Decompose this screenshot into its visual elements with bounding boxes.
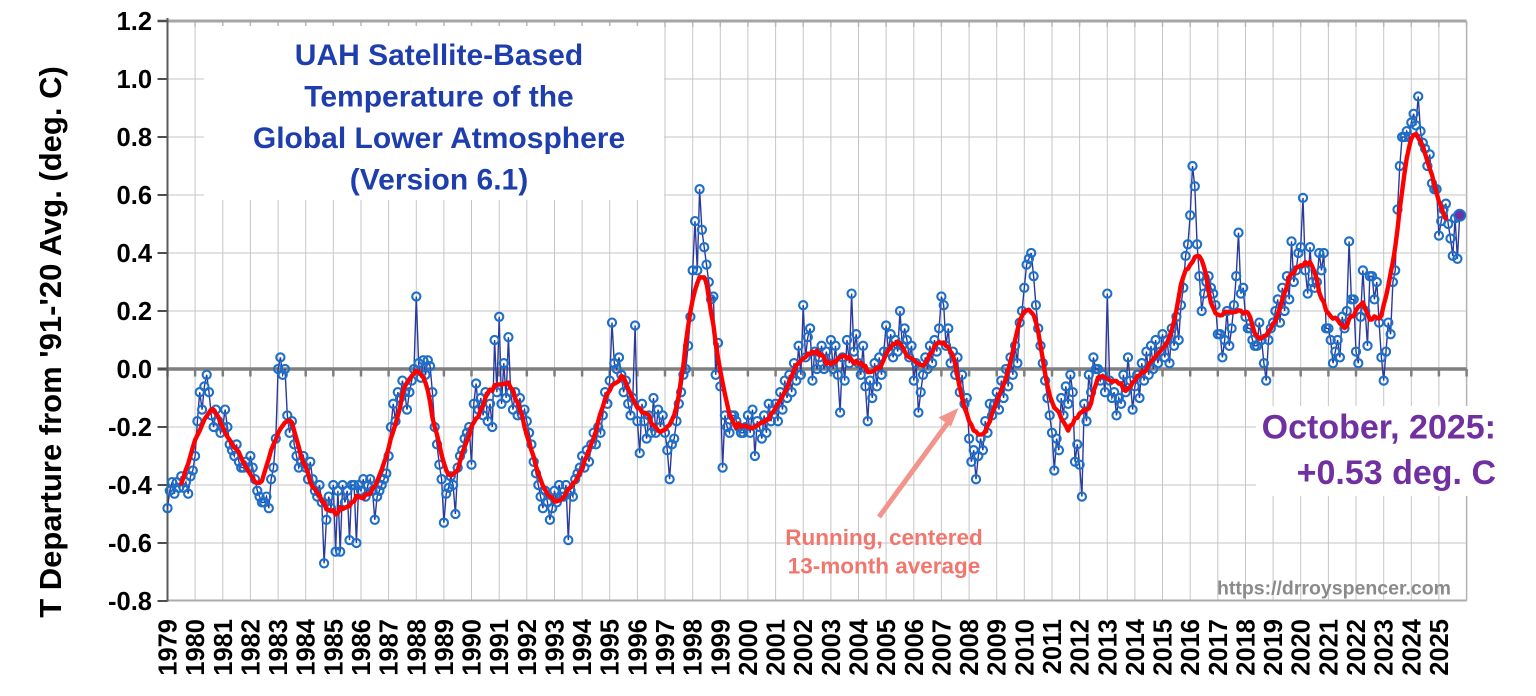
svg-text:2009: 2009 [984, 619, 1012, 676]
svg-text:0.6: 0.6 [117, 182, 152, 210]
svg-text:2000: 2000 [735, 619, 763, 676]
svg-text:Global Lower Atmosphere: Global Lower Atmosphere [253, 122, 625, 155]
svg-text:+0.53 deg. C: +0.53 deg. C [1297, 454, 1496, 492]
svg-text:Temperature of the: Temperature of the [304, 81, 574, 114]
svg-text:2014: 2014 [1122, 618, 1150, 676]
svg-text:0.0: 0.0 [117, 356, 152, 384]
svg-text:https://drroyspencer.com: https://drroyspencer.com [1217, 578, 1451, 600]
svg-text:1.2: 1.2 [117, 8, 152, 36]
svg-text:October, 2025:: October, 2025: [1262, 409, 1496, 447]
svg-text:1989: 1989 [431, 619, 459, 676]
svg-text:2003: 2003 [818, 619, 846, 676]
svg-text:-0.4: -0.4 [108, 472, 153, 500]
svg-text:1992: 1992 [514, 619, 542, 676]
svg-text:2007: 2007 [928, 619, 956, 676]
svg-text:1983: 1983 [265, 619, 293, 676]
svg-text:1997: 1997 [652, 619, 680, 676]
svg-text:2017: 2017 [1205, 619, 1233, 676]
svg-text:2008: 2008 [956, 619, 984, 676]
svg-text:1990: 1990 [459, 619, 487, 676]
svg-text:2006: 2006 [901, 619, 929, 676]
svg-text:2018: 2018 [1233, 619, 1261, 676]
svg-text:1998: 1998 [680, 619, 708, 676]
svg-text:1993: 1993 [542, 619, 570, 676]
svg-text:13-month average: 13-month average [788, 554, 981, 579]
svg-text:2010: 2010 [1011, 619, 1039, 676]
svg-text:1994: 1994 [569, 618, 597, 676]
svg-text:T Departure from '91-'20 Avg.: T Departure from '91-'20 Avg. (deg. C) [33, 66, 68, 618]
svg-text:1988: 1988 [403, 619, 431, 676]
svg-text:2001: 2001 [763, 619, 791, 676]
svg-text:2011: 2011 [1039, 619, 1067, 674]
svg-text:0.8: 0.8 [117, 124, 152, 152]
svg-text:1.0: 1.0 [117, 66, 152, 94]
svg-text:2013: 2013 [1094, 619, 1122, 676]
svg-text:1986: 1986 [348, 619, 376, 676]
svg-text:2022: 2022 [1343, 619, 1371, 676]
svg-text:2005: 2005 [873, 619, 901, 676]
svg-text:2004: 2004 [846, 618, 874, 676]
svg-text:1981: 1981 [210, 619, 238, 676]
svg-text:-0.6: -0.6 [108, 530, 152, 558]
svg-text:1980: 1980 [182, 619, 210, 676]
svg-text:1987: 1987 [376, 619, 404, 676]
svg-text:2012: 2012 [1067, 619, 1095, 676]
svg-text:2021: 2021 [1315, 619, 1343, 676]
svg-text:2015: 2015 [1150, 619, 1178, 676]
svg-text:-0.2: -0.2 [108, 414, 152, 442]
svg-text:1979: 1979 [155, 619, 183, 676]
svg-text:(Version 6.1): (Version 6.1) [350, 164, 528, 197]
svg-text:1982: 1982 [237, 619, 265, 676]
svg-text:1985: 1985 [320, 619, 348, 676]
svg-text:1984: 1984 [293, 618, 321, 676]
svg-text:2025: 2025 [1426, 619, 1454, 676]
svg-text:2019: 2019 [1260, 619, 1288, 676]
svg-text:0.4: 0.4 [117, 240, 153, 268]
svg-text:2016: 2016 [1177, 619, 1205, 676]
svg-text:Running, centered: Running, centered [785, 525, 983, 550]
svg-text:2023: 2023 [1371, 619, 1399, 676]
svg-text:UAH Satellite-Based: UAH Satellite-Based [295, 39, 583, 72]
svg-text:1996: 1996 [624, 619, 652, 676]
svg-text:2002: 2002 [790, 619, 818, 676]
svg-text:1991: 1991 [486, 619, 514, 676]
svg-text:2020: 2020 [1288, 619, 1316, 676]
svg-text:2024: 2024 [1398, 618, 1426, 676]
svg-text:1999: 1999 [707, 619, 735, 676]
svg-text:-0.8: -0.8 [108, 588, 152, 616]
svg-text:0.2: 0.2 [117, 298, 152, 326]
svg-text:1995: 1995 [597, 619, 625, 676]
